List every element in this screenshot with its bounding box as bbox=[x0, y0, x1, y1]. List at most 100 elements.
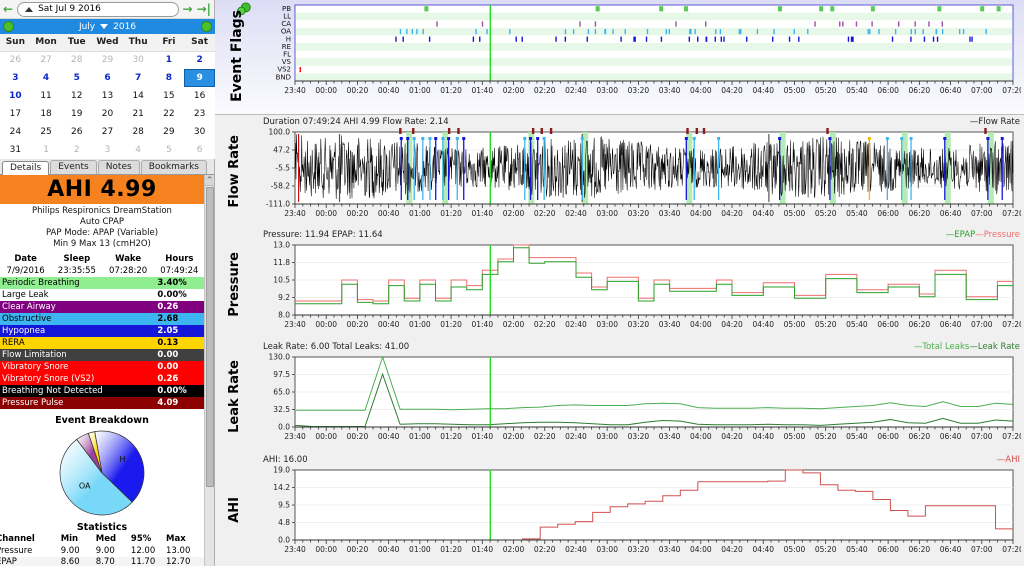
calendar-day-27[interactable]: 27 bbox=[40, 55, 52, 66]
calendar-day-4[interactable]: 4 bbox=[135, 145, 142, 155]
event-flag-mark-PB[interactable] bbox=[819, 6, 824, 12]
event-flag-mark-OA[interactable] bbox=[564, 29, 567, 35]
event-flag-mark-H[interactable] bbox=[714, 36, 716, 42]
calendar-day-7[interactable]: 7 bbox=[135, 73, 142, 83]
event-flag-mark-CA[interactable] bbox=[814, 21, 816, 27]
next-day-icon[interactable]: → bbox=[182, 2, 193, 16]
event-flag-mark-OA[interactable] bbox=[690, 29, 692, 35]
event-flag-mark-OA[interactable] bbox=[914, 29, 916, 35]
event-flag-mark-H[interactable] bbox=[910, 36, 912, 42]
tab-details[interactable]: Details bbox=[2, 161, 50, 175]
calendar-day-15[interactable]: 15 bbox=[163, 91, 175, 101]
event-flag-mark-H[interactable] bbox=[798, 36, 800, 42]
event-flag-mark-H[interactable] bbox=[746, 36, 748, 42]
event-flag-mark-OA[interactable] bbox=[406, 29, 408, 35]
event-flag-mark-OA[interactable] bbox=[935, 29, 937, 35]
event-flag-mark-H[interactable] bbox=[847, 36, 850, 42]
chevron-down-icon[interactable] bbox=[100, 24, 109, 29]
event-flag-mark-H[interactable] bbox=[555, 36, 557, 42]
next-month-icon[interactable] bbox=[201, 21, 212, 32]
calendar-day-13[interactable]: 13 bbox=[101, 91, 114, 101]
calendar-day-26[interactable]: 26 bbox=[71, 127, 83, 137]
event-flag-mark-OA[interactable] bbox=[756, 29, 759, 35]
calendar-day-5[interactable]: 5 bbox=[73, 73, 80, 83]
event-flag-mark-OA[interactable] bbox=[773, 29, 775, 35]
event-flag-mark-H[interactable] bbox=[472, 36, 475, 42]
event-flag-mark-OA[interactable] bbox=[878, 29, 880, 35]
calendar-day-30[interactable]: 30 bbox=[132, 55, 144, 66]
event-flag-mark-H[interactable] bbox=[633, 36, 635, 42]
event-flag-mark-CA[interactable] bbox=[579, 21, 581, 27]
calendar-day-12[interactable]: 12 bbox=[71, 91, 83, 101]
calendar-day-1[interactable]: 1 bbox=[43, 145, 49, 155]
event-flag-mark-H[interactable] bbox=[923, 36, 926, 42]
calendar-day-28[interactable]: 28 bbox=[71, 55, 83, 66]
calendar-day-3[interactable]: 3 bbox=[12, 73, 19, 83]
event-flag-mark-H[interactable] bbox=[521, 36, 523, 42]
calendar-day-31[interactable]: 31 bbox=[9, 145, 22, 155]
calendar-day-2[interactable]: 2 bbox=[73, 145, 80, 155]
event-flag-mark-CA[interactable] bbox=[705, 21, 707, 27]
event-flag-mark-H[interactable] bbox=[971, 36, 973, 42]
event-flag-mark-OA[interactable] bbox=[668, 29, 670, 35]
leak-rate-chart[interactable]: 130.0 97.5 65.0 32.5 0.023:40 00:00 00:20 00:40… bbox=[261, 351, 1021, 451]
calendar-day-19[interactable]: 19 bbox=[71, 109, 83, 119]
event-flag-mark-H[interactable] bbox=[771, 36, 774, 42]
event-flag-mark-OA[interactable] bbox=[587, 29, 590, 35]
event-flag-mark-CA[interactable] bbox=[928, 21, 930, 27]
event-flag-mark-OA[interactable] bbox=[646, 29, 649, 35]
event-flag-mark-PB[interactable] bbox=[595, 6, 600, 12]
event-flag-mark-OA[interactable] bbox=[572, 29, 575, 35]
event-flag-mark-OA[interactable] bbox=[962, 29, 965, 35]
event-flag-mark-OA[interactable] bbox=[719, 29, 722, 35]
calendar-day-14[interactable]: 14 bbox=[132, 91, 144, 101]
calendar-year[interactable]: 2016 bbox=[113, 21, 137, 32]
event-flag-mark-PB[interactable] bbox=[659, 6, 664, 12]
event-flag-mark-CA[interactable] bbox=[914, 21, 916, 27]
calendar-day-1[interactable]: 1 bbox=[165, 55, 172, 66]
event-flag-mark-CA[interactable] bbox=[481, 21, 484, 27]
event-flag-mark-H[interactable] bbox=[564, 36, 567, 42]
event-flag-mark-OA[interactable] bbox=[958, 29, 961, 35]
calendar-day-26[interactable]: 26 bbox=[9, 55, 22, 66]
event-flag-mark-OA[interactable] bbox=[509, 29, 511, 35]
event-flag-mark-H[interactable] bbox=[660, 36, 663, 42]
event-flag-mark-PB[interactable] bbox=[684, 6, 689, 12]
pushpin-icon[interactable] bbox=[235, 2, 253, 20]
calendar-day-6[interactable]: 6 bbox=[104, 73, 111, 83]
event-flag-mark-H[interactable] bbox=[620, 36, 622, 42]
event-flag-mark-CA[interactable] bbox=[675, 21, 677, 27]
event-flag-mark-CA[interactable] bbox=[898, 21, 900, 27]
event-flag-mark-OA[interactable] bbox=[416, 29, 418, 35]
event-flag-mark-OA[interactable] bbox=[689, 29, 691, 35]
event-flag-mark-H[interactable] bbox=[969, 36, 971, 42]
calendar-day-3[interactable]: 3 bbox=[104, 145, 111, 155]
calendar-day-11[interactable]: 11 bbox=[40, 91, 52, 101]
event-flag-mark-OA[interactable] bbox=[738, 29, 741, 35]
flow-rate-chart[interactable]: 100.0 47.2 -5.5 -58.2 -111.023:40 00:00 00:20 0… bbox=[261, 126, 1021, 226]
prev-day-icon[interactable]: ← bbox=[3, 2, 14, 16]
event-flag-mark-CA[interactable] bbox=[871, 21, 873, 27]
event-flag-mark-OA[interactable] bbox=[740, 29, 742, 35]
event-flag-mark-OA[interactable] bbox=[807, 29, 809, 35]
event-flag-mark-H[interactable] bbox=[586, 36, 588, 42]
event-flag-mark-H[interactable] bbox=[891, 36, 894, 42]
event-flag-mark-H[interactable] bbox=[932, 36, 935, 42]
calendar-day-8[interactable]: 8 bbox=[165, 73, 172, 83]
event-flag-mark-CA[interactable] bbox=[594, 21, 597, 27]
event-flag-mark-H[interactable] bbox=[697, 36, 699, 42]
event-flag-mark-VS2[interactable] bbox=[299, 67, 301, 73]
calendar-day-25[interactable]: 25 bbox=[40, 127, 52, 137]
event-flag-mark-OA[interactable] bbox=[694, 29, 696, 35]
event-flag-mark-PB[interactable] bbox=[980, 6, 985, 12]
event-flag-mark-CA[interactable] bbox=[855, 21, 858, 27]
event-flag-mark-OA[interactable] bbox=[869, 29, 871, 35]
event-flag-mark-PB[interactable] bbox=[830, 6, 835, 12]
event-flag-mark-OA[interactable] bbox=[941, 29, 944, 35]
event-flag-mark-CA[interactable] bbox=[839, 21, 841, 27]
calendar-day-4[interactable]: 4 bbox=[42, 73, 50, 83]
calendar-day-27[interactable]: 27 bbox=[101, 127, 114, 137]
calendar-day-23[interactable]: 23 bbox=[193, 109, 206, 119]
event-flag-mark-PB[interactable] bbox=[870, 6, 875, 12]
